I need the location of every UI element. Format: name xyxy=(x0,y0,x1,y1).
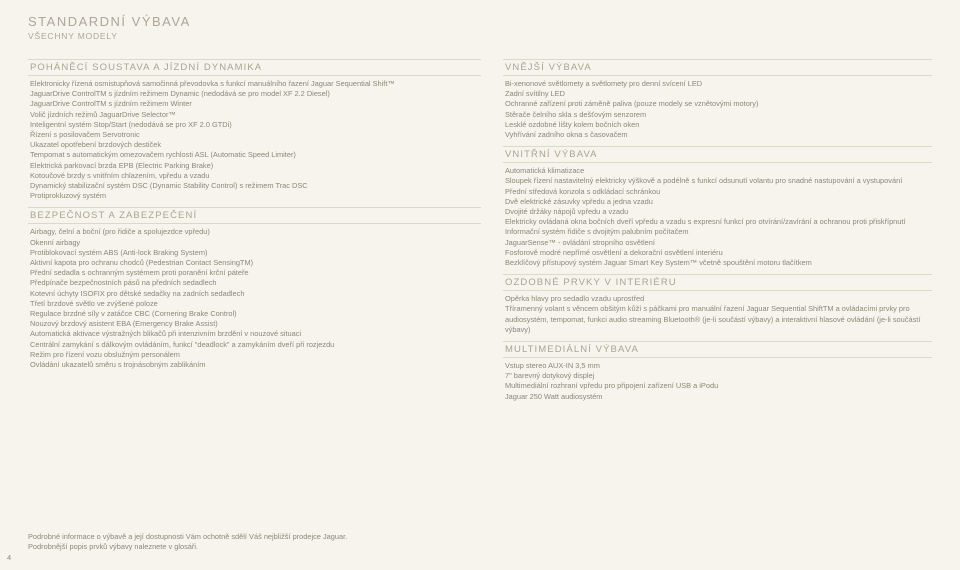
spec-item: Bi-xenonové světlomety a světlomety pro … xyxy=(503,79,932,89)
spec-item: Protiblokovací systém ABS (Anti-lock Bra… xyxy=(28,248,481,258)
spec-item: Inteligentní systém Stop/Start (nedodává… xyxy=(28,120,481,130)
footnote-2: Podrobnější popis prvků výbavy naleznete… xyxy=(28,542,347,552)
page-title: STANDARDNÍ VÝBAVA xyxy=(28,14,932,29)
spec-item: Informační systém řidiče s dvojitým palu… xyxy=(503,227,932,237)
spec-item: Elektronicky řízená osmistupňová samočin… xyxy=(28,79,481,89)
spec-item: Fosforově modré nepřímé osvětlení a deko… xyxy=(503,248,932,258)
spec-item: Stěrače čelního skla s dešťovým senzorem xyxy=(503,110,932,120)
spec-item: Vyhřívání zadního okna s časovačem xyxy=(503,130,932,140)
spec-page: STANDARDNÍ VÝBAVA VŠECHNY MODELY POHÁNĚC… xyxy=(0,0,960,408)
section: VNITŘNÍ VÝBAVA Automatická klimatizaceSlo… xyxy=(503,146,932,268)
spec-item: JaguarSense™ - ovládání stropního osvětl… xyxy=(503,238,932,248)
page-subtitle: VŠECHNY MODELY xyxy=(28,31,932,41)
spec-item: Režim pro řízení vozu obslužným personál… xyxy=(28,350,481,360)
spec-item: Ukazatel opotřebení brzdových destiček xyxy=(28,140,481,150)
spec-item: Třetí brzdové světlo ve zvýšené poloze xyxy=(28,299,481,309)
spec-item: JaguarDrive ControlTM s jízdním režimem … xyxy=(28,99,481,109)
section: MULTIMEDIÁLNÍ VÝBAVA Vstup stereo AUX-IN … xyxy=(503,341,932,402)
section: OZDOBNÉ PRVKY V INTERIÉRU Opěrka hlavy pr… xyxy=(503,274,932,335)
spec-item: Zadní svítilny LED xyxy=(503,89,932,99)
spec-item: Automatická aktivace výstražných blikačů… xyxy=(28,329,481,339)
spec-item: Aktivní kapota pro ochranu chodců (Pedes… xyxy=(28,258,481,268)
spec-item: Ochranné zařízení proti záměně paliva (p… xyxy=(503,99,932,109)
page-number: 4 xyxy=(7,553,11,562)
section: POHÁNĚCÍ SOUSTAVA A JÍZDNÍ DYNAMIKA Elekt… xyxy=(28,59,481,201)
spec-item: Tříramenný volant s věncem obšitým kůží … xyxy=(503,304,932,335)
section-title: VNĚJŠÍ VÝBAVA xyxy=(503,59,932,76)
footnote-1: Podrobné informace o výbavě a její dostu… xyxy=(28,532,347,542)
spec-item: Protiprokluzový systém xyxy=(28,191,481,201)
spec-item: Kotevní úchyty ISOFIX pro dětské sedačky… xyxy=(28,289,481,299)
spec-item: Předpínače bezpečnostních pásů na přední… xyxy=(28,278,481,288)
spec-item: Tempomat s automatickým omezovačem rychl… xyxy=(28,150,481,160)
spec-item: Kotoučové brzdy s vnitřním chlazením, vp… xyxy=(28,171,481,181)
spec-item: Volič jízdních režimů JaguarDrive Select… xyxy=(28,110,481,120)
spec-item: Automatická klimatizace xyxy=(503,166,932,176)
spec-item: Řízení s posilovačem Servotronic xyxy=(28,130,481,140)
spec-item: Jaguar 250 Watt audiosystém xyxy=(503,392,932,402)
spec-item: Airbagy, čelní a boční (pro řidiče a spo… xyxy=(28,227,481,237)
spec-item: Elektrická parkovací brzda EPB (Electric… xyxy=(28,161,481,171)
section: VNĚJŠÍ VÝBAVA Bi-xenonové světlomety a sv… xyxy=(503,59,932,140)
section-title: OZDOBNÉ PRVKY V INTERIÉRU xyxy=(503,274,932,291)
spec-item: Lesklé ozdobné lišty kolem bočních oken xyxy=(503,120,932,130)
spec-item: Přední středová konzola s odkládací schr… xyxy=(503,187,932,197)
spec-item: Okenní airbagy xyxy=(28,238,481,248)
spec-item: Elektricky ovládaná okna bočních dveří v… xyxy=(503,217,932,227)
section-title: MULTIMEDIÁLNÍ VÝBAVA xyxy=(503,341,932,358)
spec-item: Nouzový brzdový asistent EBA (Emergency … xyxy=(28,319,481,329)
spec-item: Opěrka hlavy pro sedadlo vzadu uprostřed xyxy=(503,294,932,304)
columns: POHÁNĚCÍ SOUSTAVA A JÍZDNÍ DYNAMIKA Elekt… xyxy=(28,59,932,408)
section: BEZPEČNOST A ZABEZPEČENÍ Airbagy, čelní a… xyxy=(28,207,481,370)
spec-item: Multimediální rozhraní vpředu pro připoj… xyxy=(503,381,932,391)
spec-item: JaguarDrive ControlTM s jízdním režimem … xyxy=(28,89,481,99)
spec-item: Sloupek řízení nastavitelný elektricky v… xyxy=(503,176,932,186)
spec-item: Vstup stereo AUX-IN 3,5 mm xyxy=(503,361,932,371)
spec-item: Bezklíčový přístupový systém Jaguar Smar… xyxy=(503,258,932,268)
spec-item: Přední sedadla s ochranným systémem prot… xyxy=(28,268,481,278)
section-title: POHÁNĚCÍ SOUSTAVA A JÍZDNÍ DYNAMIKA xyxy=(28,59,481,76)
spec-item: Dynamický stabilizační systém DSC (Dynam… xyxy=(28,181,481,191)
spec-item: Dvě elektrické zásuvky vpředu a jedna vz… xyxy=(503,197,932,207)
spec-item: 7" barevný dotykový displej xyxy=(503,371,932,381)
spec-item: Centrální zamykání s dálkovým ovládáním,… xyxy=(28,340,481,350)
column-right: VNĚJŠÍ VÝBAVA Bi-xenonové světlomety a sv… xyxy=(503,59,932,408)
section-title: VNITŘNÍ VÝBAVA xyxy=(503,146,932,163)
spec-item: Regulace brzdné síly v zatáčce CBC (Corn… xyxy=(28,309,481,319)
section-title: BEZPEČNOST A ZABEZPEČENÍ xyxy=(28,207,481,224)
footnotes: Podrobné informace o výbavě a její dostu… xyxy=(28,532,347,552)
column-left: POHÁNĚCÍ SOUSTAVA A JÍZDNÍ DYNAMIKA Elekt… xyxy=(28,59,481,408)
spec-item: Dvojité držáky nápojů vpředu a vzadu xyxy=(503,207,932,217)
spec-item: Ovládání ukazatelů směru s trojnásobným … xyxy=(28,360,481,370)
